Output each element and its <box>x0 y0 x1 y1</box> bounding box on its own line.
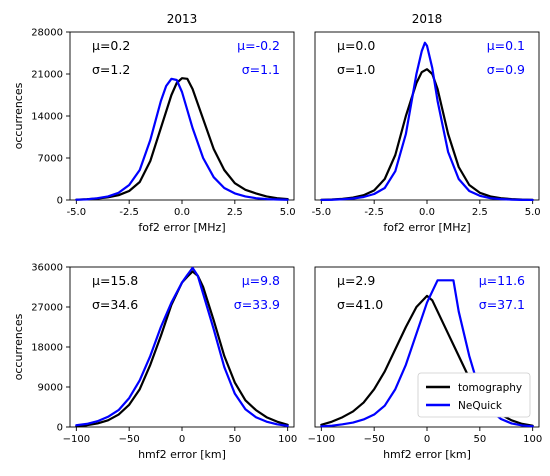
tomography-sigma: σ=1.2 <box>92 62 130 77</box>
panel-1: -5.0 -2.5 0.0 2.5 5.0 0 7000 14000 21000 28000 fof… <box>12 28 296 235</box>
plot-frame <box>69 31 295 201</box>
y-tick-label: 0 <box>57 423 63 434</box>
nequick-sigma: σ=37.1 <box>479 297 525 312</box>
x-tick-label: -2.5 <box>119 207 139 218</box>
tomography-mean: μ=0.2 <box>92 38 130 53</box>
y-tick-label: 7000 <box>38 154 63 165</box>
x-tick-label: −100 <box>63 434 90 445</box>
nequick-sigma: σ=0.9 <box>487 62 525 77</box>
nequick-sigma: σ=33.9 <box>234 297 280 312</box>
plot-frame <box>314 31 540 201</box>
nequick-sigma: σ=1.1 <box>242 62 280 77</box>
legend: tomography NeQuick <box>417 372 531 418</box>
legend-label-nequick: NeQuick <box>458 400 503 412</box>
x-axis-label: hmf2 error [km] <box>383 448 471 461</box>
series-line-tomography <box>320 68 534 201</box>
y-tick-label: 0 <box>57 196 63 207</box>
y-tick-label: 28000 <box>31 28 63 39</box>
x-tick-label: -5.0 <box>312 207 332 218</box>
x-tick-label: 2.5 <box>227 207 243 218</box>
y-tick-label: 36000 <box>31 263 63 274</box>
nequick-mean: μ=-0.2 <box>237 38 280 53</box>
x-tick-label: 50 <box>473 434 486 445</box>
tomography-mean: μ=0.0 <box>337 38 375 53</box>
tomography-sigma: σ=34.6 <box>92 297 138 312</box>
plot-frame <box>69 266 295 428</box>
panel-4: −100 −50 0 50 100 hmf2 error [km] μ=2.9 σ=41.0 μ… <box>308 266 542 461</box>
y-tick-label: 18000 <box>31 343 63 354</box>
x-tick-label: 50 <box>228 434 241 445</box>
x-tick-label: 5.0 <box>280 207 296 218</box>
nequick-mean: μ=11.6 <box>479 273 525 288</box>
panel-3: −100 −50 0 50 100 0 9000 18000 27000 36000 hmf2 er… <box>12 263 297 462</box>
series-line-nequick <box>320 41 534 202</box>
x-tick-label: -2.5 <box>364 207 384 218</box>
y-tick-label: 21000 <box>31 70 63 81</box>
x-axis-label: fof2 error [MHz] <box>383 221 470 234</box>
y-tick-label: 9000 <box>38 383 63 394</box>
x-tick-label: 0.0 <box>174 207 190 218</box>
panel-2: -5.0 -2.5 0.0 2.5 5.0 fof2 error [MHz] μ=0.0 σ=… <box>312 31 541 234</box>
y-axis-label: occurrences <box>12 313 25 380</box>
y-tick-label: 14000 <box>31 112 63 123</box>
tomography-sigma: σ=41.0 <box>337 297 383 312</box>
tomography-mean: μ=15.8 <box>92 273 138 288</box>
tomography-sigma: σ=1.0 <box>337 62 375 77</box>
legend-label-tomography: tomography <box>458 382 522 394</box>
x-tick-label: −50 <box>364 434 385 445</box>
series-line-tomography <box>75 270 289 428</box>
panels: -5.0 -2.5 0.0 2.5 5.0 0 7000 14000 21000 28000 fof… <box>12 28 542 462</box>
x-axis-label: hmf2 error [km] <box>138 448 226 461</box>
y-tick-label: 27000 <box>31 303 63 314</box>
x-tick-label: 0.0 <box>419 207 435 218</box>
column-title-2013: 2013 <box>167 12 198 26</box>
x-tick-label: 100 <box>278 434 297 445</box>
x-tick-label: 5.0 <box>525 207 541 218</box>
x-tick-label: 2.5 <box>472 207 488 218</box>
x-axis-label: fof2 error [MHz] <box>138 221 225 234</box>
x-tick-label: −50 <box>119 434 140 445</box>
x-tick-label: 0 <box>424 434 430 445</box>
series-line-tomography <box>75 77 289 201</box>
x-tick-label: 100 <box>523 434 542 445</box>
series-line-nequick <box>75 266 289 427</box>
x-tick-label: 0 <box>179 434 185 445</box>
nequick-mean: μ=0.1 <box>487 38 525 53</box>
column-title-2018: 2018 <box>412 12 443 26</box>
series-line-nequick <box>75 77 289 201</box>
y-axis-label: occurrences <box>12 82 25 149</box>
x-tick-label: −100 <box>308 434 335 445</box>
tomography-mean: μ=2.9 <box>337 273 375 288</box>
x-tick-label: -5.0 <box>67 207 87 218</box>
nequick-mean: μ=9.8 <box>242 273 280 288</box>
